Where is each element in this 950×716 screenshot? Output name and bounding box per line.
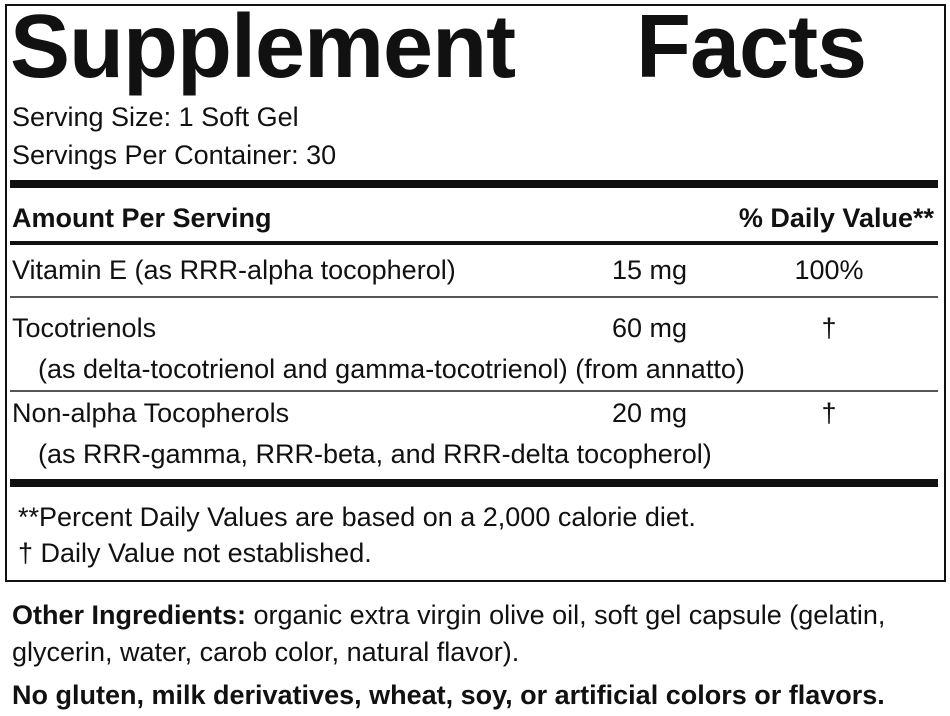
nutrient-name: Vitamin E (as RRR-alpha tocopherol) [12, 255, 456, 285]
nutrient-amount: 60 mg [612, 313, 688, 343]
serving-size: Serving Size: 1 Soft Gel [12, 102, 299, 132]
nutrient-amount: 15 mg [612, 255, 688, 285]
row-divider [10, 296, 938, 298]
servings-per-container: Servings Per Container: 30 [12, 140, 337, 170]
nutrient-source: (as RRR-gamma, RRR-beta, and RRR-delta t… [38, 439, 712, 469]
nutrient-amount: 20 mg [612, 398, 688, 428]
thick-divider [10, 479, 938, 487]
footnote-daily-values: **Percent Daily Values are based on a 2,… [18, 502, 696, 532]
thick-divider [10, 180, 938, 188]
nutrient-dv: 100% [794, 255, 864, 285]
row-divider [10, 390, 938, 392]
facts-panel-border [5, 4, 946, 582]
amount-per-serving-header: Amount Per Serving [12, 203, 272, 233]
other-ingredients-text: organic extra virgin olive oil, soft gel… [246, 600, 886, 630]
allergen-statement: No gluten, milk derivatives, wheat, soy,… [12, 680, 885, 710]
other-ingredients-label: Other Ingredients: [12, 600, 247, 630]
nutrient-source: (as delta-tocotrienol and gamma-tocotrie… [38, 354, 745, 384]
nutrient-name: Tocotrienols [12, 313, 157, 343]
medium-divider [10, 241, 938, 245]
title-supplement: Supplement [10, 0, 516, 97]
nutrient-dv: † [821, 313, 837, 343]
nutrient-dv: † [821, 398, 837, 428]
footnote-not-established: † Daily Value not established. [18, 538, 372, 568]
other-ingredients: Other Ingredients: organic extra virgin … [12, 602, 885, 629]
title-facts: Facts [636, 0, 867, 97]
nutrient-name: Non-alpha Tocopherols [12, 398, 290, 428]
other-ingredients-text-2: glycerin, water, carob color, natural fl… [12, 637, 520, 667]
daily-value-header: % Daily Value** [738, 203, 934, 233]
